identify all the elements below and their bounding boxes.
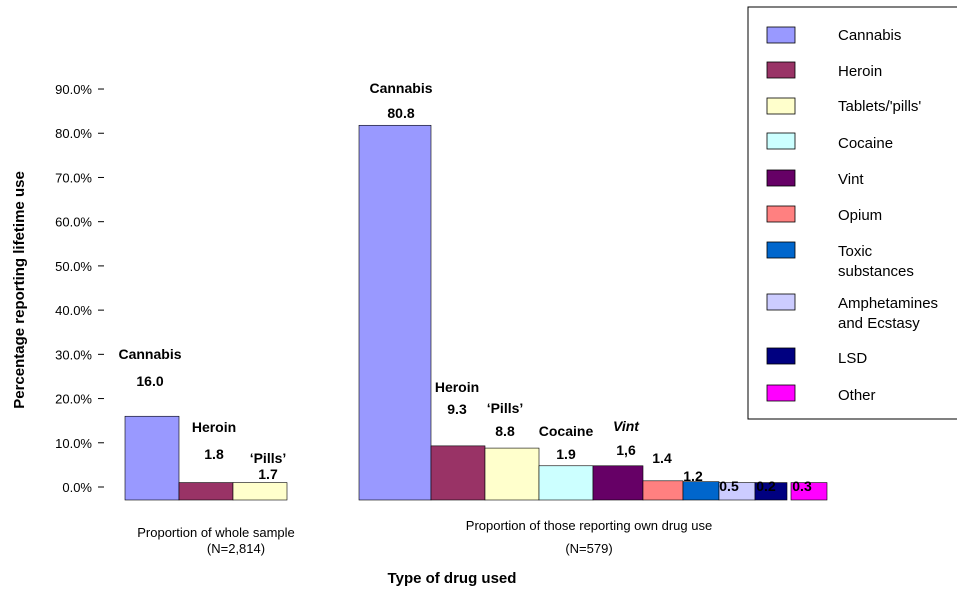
data-label-value: 1.4 bbox=[652, 450, 672, 466]
legend-swatch bbox=[766, 293, 796, 311]
y-tick-label: 10.0% bbox=[55, 436, 92, 451]
data-label-name: Cocaine bbox=[539, 423, 594, 439]
y-tick-label: 70.0% bbox=[55, 170, 92, 185]
data-label-value: 9.3 bbox=[447, 401, 467, 417]
legend-swatch bbox=[766, 241, 796, 259]
y-tick-label: 0.0% bbox=[62, 480, 92, 495]
bar bbox=[592, 465, 644, 501]
bar bbox=[178, 482, 234, 501]
data-label-value: 16.0 bbox=[136, 373, 163, 389]
data-label-value: 0.3 bbox=[792, 478, 812, 494]
data-label-name: Heroin bbox=[192, 419, 236, 435]
legend-label: Cocaine bbox=[838, 135, 893, 152]
bar bbox=[538, 465, 594, 501]
legend-label: Other bbox=[838, 387, 876, 404]
legend-label: Vint bbox=[838, 171, 864, 188]
data-label-name: ‘Pills’ bbox=[250, 450, 287, 466]
legend-label: Toxic substances bbox=[838, 243, 914, 280]
bar bbox=[430, 445, 486, 501]
group-label: Proportion of whole sample bbox=[137, 525, 295, 540]
y-tick-label: 20.0% bbox=[55, 392, 92, 407]
group-sublabel: (N=579) bbox=[565, 541, 612, 556]
data-label-value: 1.7 bbox=[258, 466, 278, 482]
y-tick-label: 40.0% bbox=[55, 303, 92, 318]
data-label-name: Cannabis bbox=[369, 80, 432, 96]
group-labels-layer: Proportion of whole sample(N=2,814) Propo… bbox=[137, 518, 712, 556]
bar bbox=[642, 480, 684, 501]
legend-label: Amphetamines and Ecstasy bbox=[838, 295, 938, 332]
legend-swatch bbox=[766, 169, 796, 187]
legend: Cannabis Heroin Tablets/'pills' Cocaine Vin… bbox=[747, 6, 957, 420]
data-label-value: 0.5 bbox=[719, 478, 739, 494]
bar bbox=[358, 124, 432, 501]
y-axis-label: Percentage reporting lifetime use bbox=[11, 171, 28, 409]
bars-layer bbox=[124, 124, 828, 501]
legend-label: Opium bbox=[838, 207, 882, 224]
data-label-name: Heroin bbox=[435, 379, 479, 395]
legend-label: Tablets/'pills' bbox=[838, 98, 921, 115]
legend-label: LSD bbox=[838, 350, 867, 367]
legend-label: Cannabis bbox=[838, 27, 901, 44]
legend-swatch bbox=[766, 61, 796, 79]
y-tick-label: 90.0% bbox=[55, 82, 92, 97]
data-label-value: 1,6 bbox=[616, 442, 636, 458]
legend-label: Heroin bbox=[838, 63, 882, 80]
data-label-value: 8.8 bbox=[495, 423, 515, 439]
bar bbox=[484, 447, 540, 501]
bar bbox=[754, 482, 788, 501]
x-axis-label: Type of drug used bbox=[388, 570, 517, 587]
group-sublabel: (N=2,814) bbox=[207, 541, 265, 556]
data-label-value: 1.9 bbox=[556, 446, 576, 462]
data-label-value: 1.8 bbox=[204, 446, 224, 462]
bar bbox=[682, 481, 720, 501]
bar bbox=[232, 482, 288, 501]
legend-swatch bbox=[766, 132, 796, 150]
y-axis: 0.0% 10.0% 20.0% 30.0% 40.0% 50.0% 60.0% 70.0% 8… bbox=[55, 82, 104, 495]
data-label-value: 0.2 bbox=[756, 478, 776, 494]
data-label-value: 1.2 bbox=[683, 468, 703, 484]
legend-swatch bbox=[766, 384, 796, 402]
data-label-name: Cannabis bbox=[118, 346, 181, 362]
data-label-name: ‘Pills’ bbox=[487, 400, 524, 416]
legend-swatch bbox=[766, 26, 796, 44]
y-tick-label: 50.0% bbox=[55, 259, 92, 274]
legend-swatch bbox=[766, 205, 796, 223]
legend-swatch bbox=[766, 97, 796, 115]
data-label-name: Vint bbox=[613, 418, 640, 434]
bar bbox=[124, 415, 180, 501]
y-tick-label: 60.0% bbox=[55, 215, 92, 230]
data-label-value: 80.8 bbox=[387, 105, 414, 121]
y-tick-label: 80.0% bbox=[55, 126, 92, 141]
group-label: Proportion of those reporting own drug u… bbox=[466, 518, 712, 533]
bar bbox=[790, 482, 828, 501]
legend-swatch bbox=[766, 347, 796, 365]
y-tick-label: 30.0% bbox=[55, 347, 92, 362]
